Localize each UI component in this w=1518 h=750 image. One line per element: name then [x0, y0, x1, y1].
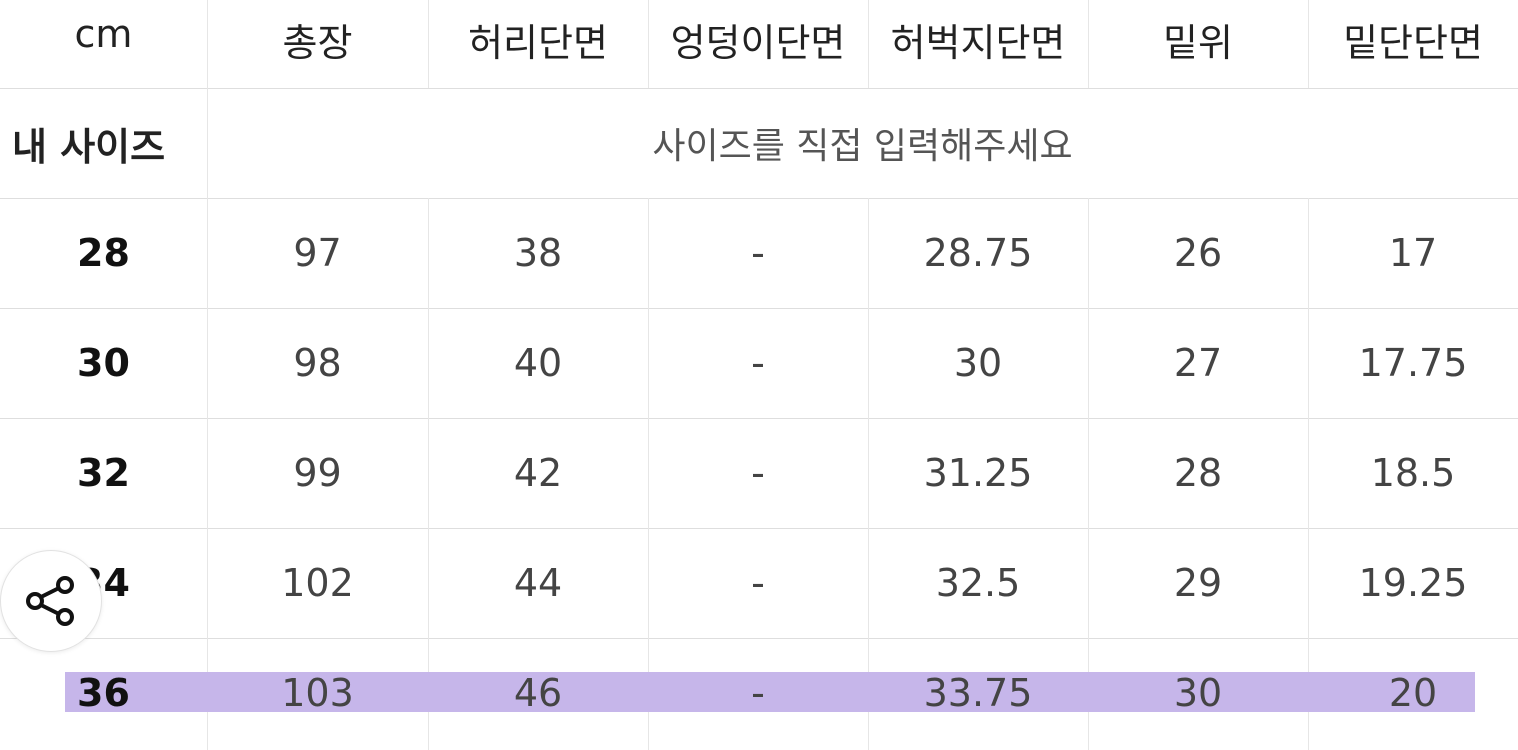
size-value: 27 [1173, 341, 1223, 385]
col-divider [1308, 198, 1309, 750]
size-value: 32.5 [935, 561, 1021, 605]
size-value: - [751, 561, 765, 605]
my-size-label: 내 사이즈 [12, 124, 166, 169]
size-value: - [751, 341, 765, 385]
col-divider [428, 0, 429, 88]
size-value: 103 [281, 671, 354, 715]
size-label: 36 [77, 671, 130, 715]
size-value: 29 [1173, 561, 1223, 605]
size-value: 33.75 [923, 671, 1033, 715]
col-divider [1088, 198, 1089, 750]
size-value: 28 [1173, 451, 1223, 495]
size-label: 30 [77, 341, 130, 385]
size-value: 30 [953, 341, 1003, 385]
col-divider [868, 0, 869, 88]
size-value: 17.75 [1358, 341, 1468, 385]
size-value: 30 [1173, 671, 1223, 715]
col-divider [648, 0, 649, 88]
size-value: 98 [293, 341, 342, 385]
col-divider [868, 198, 869, 750]
size-value: - [751, 671, 765, 715]
row-divider [0, 198, 1518, 199]
size-value: 26 [1173, 231, 1223, 275]
header-cell: 총장 [282, 21, 353, 65]
col-divider [207, 0, 208, 750]
size-value: 17 [1388, 231, 1438, 275]
size-value: 20 [1388, 671, 1438, 715]
header-cell: cm [74, 12, 133, 56]
row-divider [0, 88, 1518, 89]
size-value: 31.25 [923, 451, 1033, 495]
row-divider [0, 418, 1518, 419]
size-value: 42 [513, 451, 563, 495]
header-cell: 엉덩이단면 [670, 21, 846, 65]
size-value: 18.5 [1370, 451, 1456, 495]
row-divider [0, 308, 1518, 309]
header-cell: 허리단면 [468, 21, 608, 65]
size-value: 40 [513, 341, 563, 385]
col-divider [1088, 0, 1089, 88]
header-cell: 밑위 [1163, 21, 1233, 65]
size-value: 97 [293, 231, 342, 275]
header-cell: 허벅지단면 [890, 21, 1066, 65]
size-label: 28 [77, 231, 130, 275]
size-value: - [751, 451, 765, 495]
row-divider [0, 528, 1518, 529]
size-label: 32 [77, 451, 130, 495]
size-value: 28.75 [923, 231, 1033, 275]
size-value: 99 [293, 451, 342, 495]
share-button[interactable] [0, 550, 102, 652]
row-divider [0, 638, 1518, 639]
size-value: 44 [513, 561, 563, 605]
size-value: 38 [513, 231, 563, 275]
share-icon [26, 576, 74, 626]
size-value: 46 [513, 671, 563, 715]
size-value: 102 [281, 561, 354, 605]
header-cell: 밑단단면 [1343, 21, 1483, 65]
my-size-placeholder: 사이즈를 직접 입력해주세요 [652, 126, 1073, 167]
col-divider [428, 198, 429, 750]
row-highlight [65, 672, 1475, 712]
size-value: - [751, 231, 765, 275]
col-divider [1308, 0, 1309, 88]
size-value: 19.25 [1358, 561, 1468, 605]
col-divider [648, 198, 649, 750]
